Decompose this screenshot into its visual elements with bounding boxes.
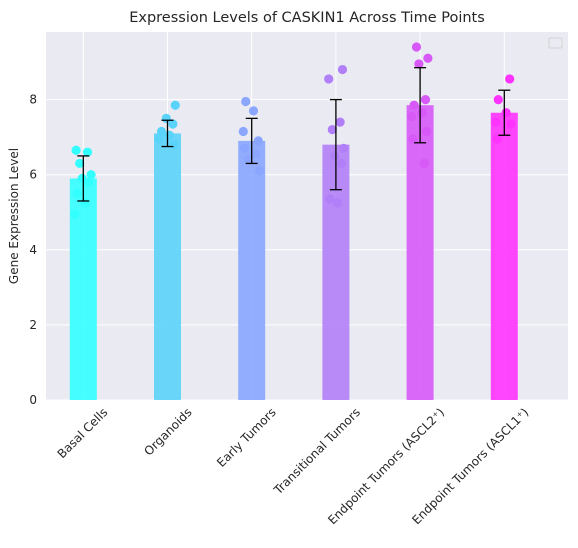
data-point bbox=[243, 155, 253, 165]
data-point bbox=[70, 209, 80, 219]
data-point bbox=[238, 126, 248, 137]
y-tick-label: 4 bbox=[29, 243, 37, 257]
data-point bbox=[80, 198, 90, 208]
legend-box bbox=[548, 37, 563, 49]
data-point bbox=[492, 134, 502, 144]
data-point bbox=[325, 194, 335, 204]
error-bar bbox=[245, 117, 258, 165]
data-point bbox=[419, 158, 429, 169]
data-point bbox=[86, 170, 96, 180]
data-point bbox=[164, 130, 174, 140]
y-gridlines bbox=[46, 99, 568, 401]
bar bbox=[238, 140, 266, 401]
data-point bbox=[506, 119, 516, 129]
x-tick-labels: Basal Cells Organoids Early TumorsTransiti… bbox=[55, 405, 532, 527]
error-bar bbox=[329, 98, 342, 191]
error-bar bbox=[161, 119, 174, 148]
x-tick-label: Basal Cells bbox=[55, 405, 111, 461]
data-point bbox=[501, 108, 511, 118]
y-tick-label: 2 bbox=[29, 318, 37, 332]
error-bar bbox=[414, 67, 427, 144]
data-point bbox=[170, 100, 180, 110]
bar bbox=[154, 133, 181, 400]
data-point bbox=[156, 126, 167, 137]
data-point bbox=[75, 158, 85, 169]
data-point bbox=[253, 136, 263, 146]
data-point bbox=[82, 147, 93, 157]
data-point bbox=[335, 117, 345, 127]
data-point bbox=[154, 134, 164, 144]
x-tick-label: Transitional Tumors bbox=[270, 405, 363, 498]
y-tick-label: 8 bbox=[29, 93, 37, 107]
data-point bbox=[420, 94, 431, 105]
data-point bbox=[71, 145, 81, 155]
data-point bbox=[491, 117, 501, 127]
data-point bbox=[84, 177, 94, 187]
data-point bbox=[248, 106, 259, 116]
data-point bbox=[422, 126, 432, 137]
data-point bbox=[505, 74, 515, 84]
data-point bbox=[333, 198, 343, 208]
data-point bbox=[423, 53, 433, 63]
data-point bbox=[407, 111, 417, 122]
error-bar bbox=[498, 89, 511, 136]
y-tick-label: 0 bbox=[29, 393, 37, 407]
error-bars bbox=[77, 67, 511, 202]
data-point bbox=[72, 188, 82, 199]
data-point bbox=[408, 134, 418, 144]
data-point bbox=[254, 166, 265, 176]
y-axis-label: Gene Expression Level bbox=[7, 148, 21, 284]
plot-background bbox=[46, 32, 568, 400]
data-point bbox=[336, 158, 346, 169]
y-tick-labels: 0 2 4 6 8 bbox=[29, 93, 37, 407]
data-point bbox=[337, 64, 348, 75]
data-point bbox=[409, 100, 419, 110]
x-tick-label: Early Tumors bbox=[214, 405, 279, 470]
data-point bbox=[411, 42, 422, 52]
chart-title: Expression Levels of CASKIN1 Across Time… bbox=[129, 10, 485, 26]
data-point bbox=[241, 96, 251, 107]
data-point bbox=[251, 149, 261, 159]
data-point bbox=[493, 94, 503, 105]
data-point bbox=[327, 125, 337, 135]
data-point bbox=[324, 74, 334, 84]
data-point bbox=[169, 140, 179, 150]
error-bar bbox=[77, 155, 90, 202]
data-point bbox=[414, 59, 424, 69]
bar bbox=[490, 112, 518, 401]
y-tick-label: 6 bbox=[29, 168, 37, 182]
data-point bbox=[239, 143, 250, 154]
data-point bbox=[417, 108, 427, 118]
data-point bbox=[330, 151, 340, 161]
bar bbox=[406, 105, 434, 400]
data-point bbox=[339, 143, 349, 154]
data-point bbox=[168, 119, 178, 129]
x-tick-label: Organoids bbox=[141, 405, 194, 458]
